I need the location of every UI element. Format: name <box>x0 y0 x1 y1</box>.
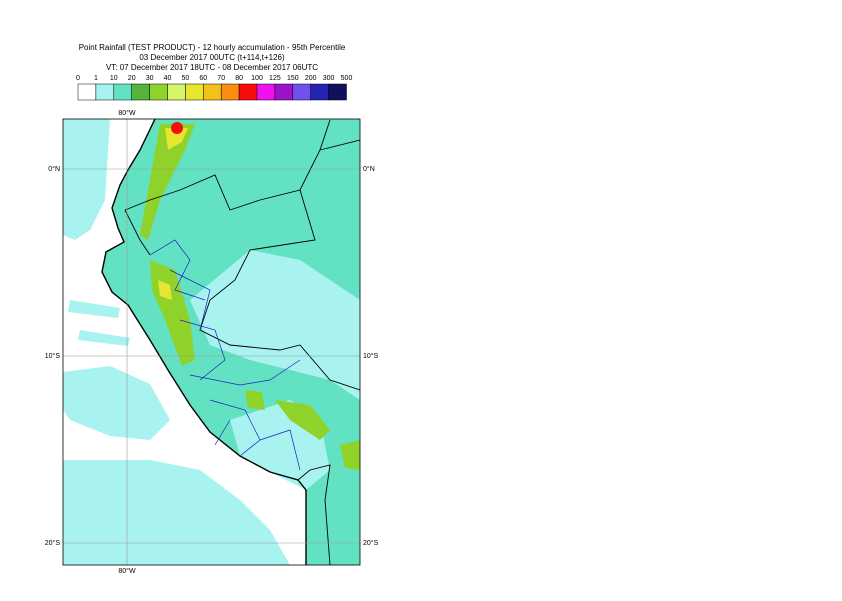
color-box <box>292 83 311 101</box>
lat-label: 0°N <box>363 165 375 173</box>
coastline <box>101 119 307 565</box>
title-line: 03 December 2017 00UTC (t+114,t+126) <box>139 53 285 62</box>
lat-label: 20°S <box>45 539 61 547</box>
level-label: 10 <box>110 75 118 82</box>
level-label: 20 <box>128 75 136 82</box>
color-box <box>167 83 186 101</box>
level-label: 1 <box>94 75 98 82</box>
level-label: 200 <box>305 75 317 82</box>
rain-max <box>158 128 188 300</box>
level-label: 300 <box>323 75 335 82</box>
level-label: 150 <box>287 75 299 82</box>
color-box <box>149 83 168 101</box>
lon-label: 80°W <box>118 567 136 575</box>
color-box <box>113 83 132 101</box>
level-label: 30 <box>146 75 154 82</box>
level-label: 125 <box>269 75 281 82</box>
map <box>63 119 360 565</box>
graticule <box>63 119 360 565</box>
lat-label: 20°S <box>363 539 379 547</box>
level-label: 50 <box>182 75 190 82</box>
color-box <box>131 83 150 101</box>
title-line: Point Rainfall (TEST PRODUCT) - 12 hourl… <box>79 43 346 52</box>
colorbar: 0 1 10 20 30 40 50 60 70 80 100 125 150 200 300 500 <box>76 75 353 101</box>
color-box <box>185 83 204 101</box>
lat-label: 10°S <box>45 352 61 360</box>
color-box <box>310 83 329 101</box>
color-box <box>95 83 115 101</box>
color-box <box>238 83 258 101</box>
lat-label: 0°N <box>48 165 60 173</box>
level-label: 100 <box>251 75 263 82</box>
rain-peak <box>171 122 183 134</box>
level-label: 70 <box>217 75 225 82</box>
color-box <box>256 83 276 101</box>
color-box <box>328 83 347 101</box>
title-line: VT: 07 December 2017 18UTC - 08 December… <box>106 63 318 72</box>
color-box <box>77 83 97 101</box>
lat-label: 10°S <box>363 352 379 360</box>
level-label: 60 <box>199 75 207 82</box>
color-box <box>274 83 294 101</box>
lon-label: 80°W <box>118 109 136 117</box>
sea-rain <box>63 119 290 565</box>
map-frame <box>62 118 361 566</box>
color-box <box>203 83 222 101</box>
level-label: 0 <box>76 75 80 82</box>
level-label: 40 <box>164 75 172 82</box>
level-label: 80 <box>235 75 243 82</box>
region-border <box>149 239 301 471</box>
land-rain-light <box>190 250 360 400</box>
color-box <box>220 83 240 101</box>
level-label: 500 <box>341 75 353 82</box>
